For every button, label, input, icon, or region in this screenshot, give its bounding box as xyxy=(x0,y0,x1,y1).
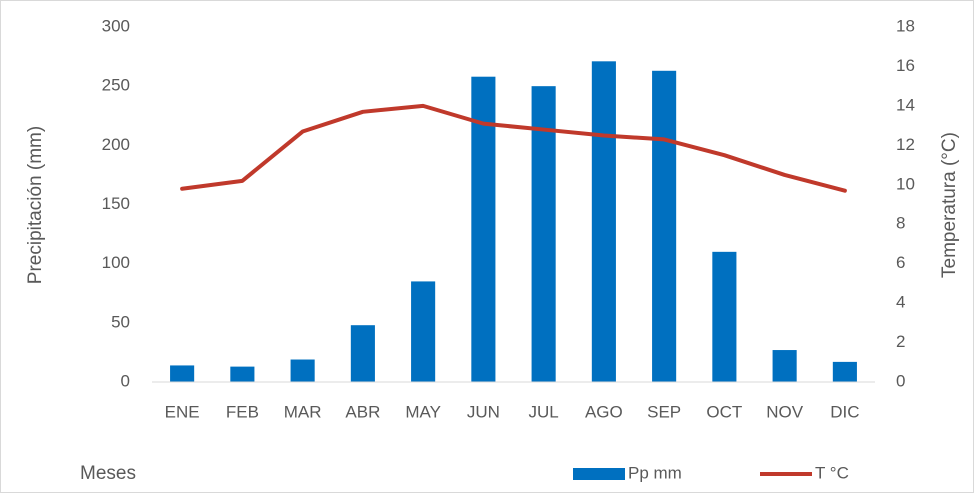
y-tick-label: 100 xyxy=(102,253,130,272)
y2-tick-label: 12 xyxy=(896,135,915,154)
y2-axis-title: Temperatura (°C) xyxy=(939,132,960,278)
bar xyxy=(652,70,677,383)
x-tick-label: OCT xyxy=(706,402,742,421)
x-tick-label: ABR xyxy=(345,402,380,421)
y2-tick-label: 18 xyxy=(896,16,915,35)
y2-tick-label: 10 xyxy=(896,174,915,193)
y2-tick-label: 4 xyxy=(896,293,905,312)
y-tick-label: 50 xyxy=(111,312,130,331)
bar xyxy=(591,61,616,383)
y2-tick-label: 8 xyxy=(896,214,905,233)
y-tick-label: 0 xyxy=(121,371,130,390)
legend-swatch xyxy=(573,468,625,480)
x-tick-label: ENE xyxy=(165,402,200,421)
bar xyxy=(170,365,195,382)
y2-tick-label: 16 xyxy=(896,56,915,75)
legend-label: T °C xyxy=(815,463,849,482)
line xyxy=(180,103,847,193)
y-tick-label: 300 xyxy=(102,16,130,35)
bar xyxy=(712,251,737,382)
x-tick-label: FEB xyxy=(226,402,259,421)
bar xyxy=(471,76,496,382)
x-axis-title: Meses xyxy=(80,463,136,484)
bar xyxy=(350,325,375,382)
bar xyxy=(230,366,255,382)
x-tick-label: SEP xyxy=(647,402,681,421)
y-tick-label: 150 xyxy=(102,194,130,213)
legend-label: Pp mm xyxy=(628,463,682,482)
bar xyxy=(772,350,797,382)
y2-tick-label: 2 xyxy=(896,332,905,351)
y-axis-title: Precipitación (mm) xyxy=(25,126,46,284)
bar xyxy=(832,361,857,382)
x-tick-label: JUL xyxy=(529,402,559,421)
y2-tick-label: 6 xyxy=(896,253,905,272)
x-tick-label: DIC xyxy=(830,402,859,421)
bar xyxy=(411,281,436,382)
y-tick-label: 200 xyxy=(102,135,130,154)
y-tick-label: 250 xyxy=(102,76,130,95)
y2-tick-label: 14 xyxy=(896,95,915,114)
x-tick-label: MAR xyxy=(284,402,322,421)
x-tick-label: JUN xyxy=(467,402,500,421)
x-tick-label: MAY xyxy=(405,402,441,421)
y2-tick-label: 0 xyxy=(896,371,905,390)
x-tick-label: AGO xyxy=(585,402,623,421)
bar xyxy=(531,86,556,383)
x-tick-label: NOV xyxy=(766,402,804,421)
bar xyxy=(290,359,315,382)
